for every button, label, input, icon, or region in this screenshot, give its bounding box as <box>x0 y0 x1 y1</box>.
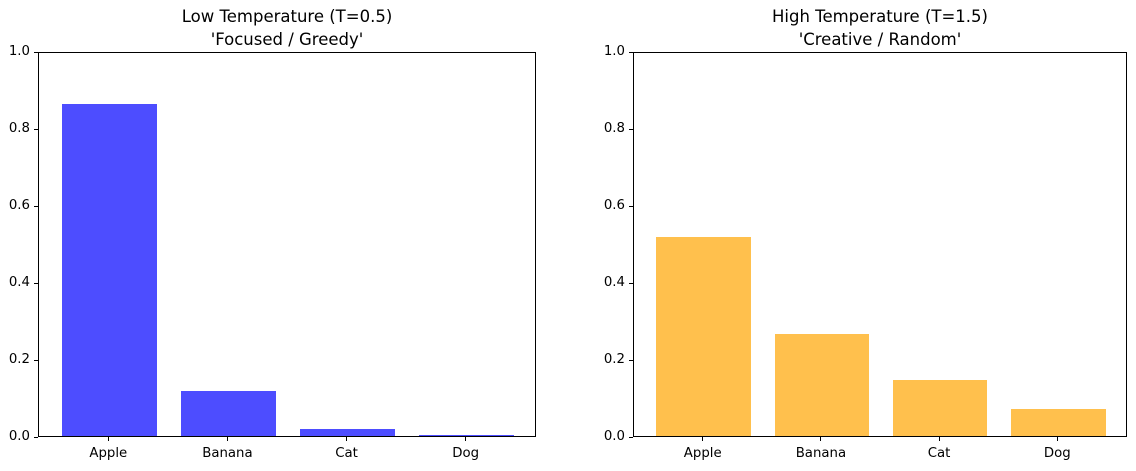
y-tick-mark <box>34 436 38 438</box>
x-tick-mark <box>938 437 940 441</box>
y-tick-label: 0.4 <box>603 275 625 290</box>
y-tick-label: 0.0 <box>603 429 625 444</box>
bar-banana <box>180 390 277 436</box>
x-tick-label-dog: Dog <box>452 446 480 461</box>
axes <box>633 52 1127 437</box>
y-tick-label: 0.4 <box>8 275 30 290</box>
y-tick-label: 0.0 <box>8 429 30 444</box>
y-tick-mark <box>629 282 633 284</box>
x-tick-mark <box>107 437 109 441</box>
plot-title: Low Temperature (T=0.5) <box>181 7 393 26</box>
x-tick-label-cat: Cat <box>335 446 358 461</box>
y-tick-label: 0.2 <box>603 352 625 367</box>
plot-subtitle: 'Focused / Greedy' <box>210 30 364 49</box>
plot-subtitle: 'Creative / Random' <box>798 30 962 49</box>
x-tick-label-apple: Apple <box>683 446 722 461</box>
plot-title: High Temperature (T=1.5) <box>772 7 988 26</box>
y-tick-label: 1.0 <box>8 44 30 59</box>
plot-title-block: High Temperature (T=1.5) 'Creative / Ran… <box>633 5 1127 51</box>
y-tick-mark <box>629 128 633 130</box>
x-tick-label-apple: Apple <box>89 446 128 461</box>
y-tick-mark <box>629 359 633 361</box>
y-tick-mark <box>34 282 38 284</box>
y-tick-label: 0.8 <box>8 121 30 136</box>
bar-cat <box>892 379 988 436</box>
bar-dog <box>419 434 515 436</box>
bar-apple <box>61 104 157 436</box>
y-tick-mark <box>629 436 633 438</box>
x-tick-mark <box>346 437 348 441</box>
y-tick-label: 0.8 <box>603 121 625 136</box>
bar-banana <box>774 333 870 436</box>
x-tick-label-dog: Dog <box>1043 446 1071 461</box>
y-tick-mark <box>34 51 38 53</box>
y-tick-mark <box>34 359 38 361</box>
axes <box>38 52 536 437</box>
x-tick-mark <box>465 437 467 441</box>
y-tick-label: 0.2 <box>8 352 30 367</box>
y-tick-mark <box>34 128 38 130</box>
y-tick-mark <box>34 205 38 207</box>
bar-cat <box>299 428 396 436</box>
y-tick-label: 0.6 <box>603 198 625 213</box>
x-tick-label-cat: Cat <box>927 446 951 461</box>
x-tick-mark <box>702 437 704 441</box>
x-tick-label-banana: Banana <box>795 446 847 461</box>
y-tick-label: 0.6 <box>8 198 30 213</box>
x-tick-mark <box>1056 437 1058 441</box>
plot-title-block: Low Temperature (T=0.5) 'Focused / Greed… <box>38 5 536 51</box>
x-tick-mark <box>820 437 822 441</box>
bar-dog <box>1011 409 1106 436</box>
bar-apple <box>656 236 751 436</box>
x-tick-label-banana: Banana <box>202 446 253 461</box>
y-tick-label: 1.0 <box>603 44 625 59</box>
x-tick-mark <box>226 437 228 441</box>
y-tick-mark <box>629 205 633 207</box>
y-tick-mark <box>629 51 633 53</box>
